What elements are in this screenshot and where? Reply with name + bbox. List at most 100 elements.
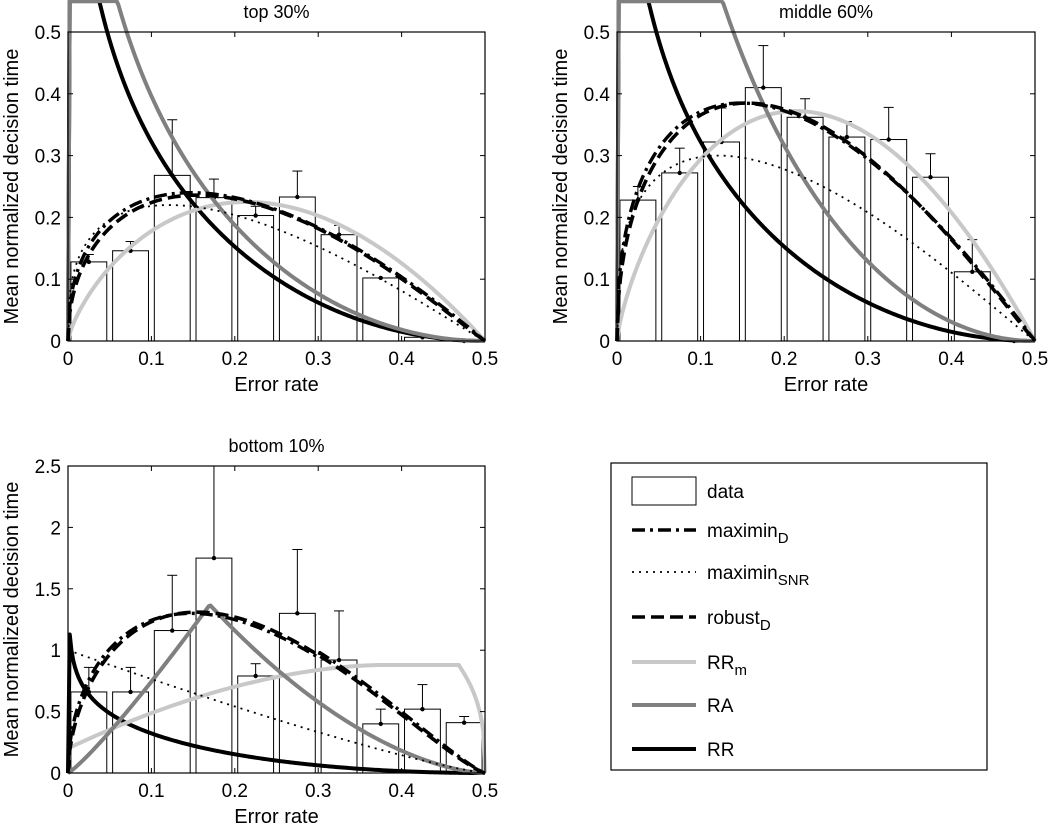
y-tick-label: 0 bbox=[50, 332, 61, 353]
y-tick-label: 1.5 bbox=[35, 580, 61, 601]
data-bar bbox=[703, 141, 740, 342]
x-tick-label: 0.1 bbox=[138, 781, 164, 802]
data-bar bbox=[786, 116, 824, 342]
data-bar bbox=[70, 261, 108, 342]
legend-label: RR bbox=[707, 740, 734, 761]
curve-rr bbox=[615, 0, 1036, 343]
x-tick-label: 0.2 bbox=[222, 349, 248, 370]
legend-label: robustD bbox=[707, 608, 771, 634]
data-point bbox=[420, 706, 425, 712]
chart-panel-2: 0 0.1 0.2 0.3 0.4 0.5 0 0.1 0.2 0.3 0.4 0.5 middle 6… bbox=[550, 0, 1048, 396]
data-point bbox=[928, 175, 933, 180]
data-point bbox=[211, 555, 217, 561]
legend-label: maximinD bbox=[707, 521, 789, 547]
legend-label: RA bbox=[707, 696, 734, 717]
data-point bbox=[295, 194, 300, 200]
x-tick-label: 0 bbox=[63, 781, 74, 802]
y-axis-label: Mean normalized decision time bbox=[1, 49, 23, 325]
data-point bbox=[253, 213, 258, 218]
axes-frame bbox=[616, 31, 1036, 342]
curve-ra bbox=[615, 0, 1036, 343]
curve-robust-d bbox=[615, 101, 1037, 343]
data-point bbox=[86, 259, 92, 265]
chart-title: top 30% bbox=[243, 2, 309, 22]
data-bar bbox=[195, 557, 233, 774]
data-point bbox=[886, 137, 891, 142]
y-tick-label: 2 bbox=[50, 518, 61, 539]
legend: data maximinD maximinSNR robustD RRm RA RR bbox=[610, 462, 988, 771]
x-tick-label: 0.4 bbox=[388, 781, 415, 802]
x-tick-label: 0.1 bbox=[687, 349, 713, 370]
chart-panel-3: 0 0.1 0.2 0.3 0.4 0.5 0 0.5 1 1.5 2 2.5 bottom 10% Er… bbox=[1, 436, 498, 827]
curve-ra bbox=[66, 603, 486, 775]
axes-frame bbox=[67, 465, 486, 774]
x-tick-label: 0.3 bbox=[855, 349, 881, 370]
curve-ra bbox=[66, 0, 486, 343]
chart-title: bottom 10% bbox=[228, 436, 324, 456]
data-point bbox=[295, 611, 300, 616]
y-tick-label: 0.5 bbox=[584, 23, 610, 44]
curve-robust-d bbox=[66, 610, 486, 775]
x-tick-label: 0 bbox=[63, 349, 74, 370]
x-tick-label: 0.5 bbox=[472, 781, 498, 802]
x-tick-label: 0.3 bbox=[305, 349, 331, 370]
data-point bbox=[378, 721, 383, 727]
y-axis-label: Mean normalized decision time bbox=[1, 482, 23, 758]
data-bar bbox=[320, 234, 358, 342]
x-axis-label: Error rate bbox=[234, 806, 318, 827]
curve-rr-m bbox=[615, 109, 1037, 342]
x-tick-label: 0.2 bbox=[222, 781, 248, 802]
y-tick-label: 0.1 bbox=[584, 270, 610, 291]
data-bar bbox=[619, 199, 657, 342]
y-tick-label: 0.1 bbox=[35, 270, 61, 291]
chart-title: middle 60% bbox=[779, 2, 873, 22]
y-tick-label: 0.4 bbox=[35, 85, 62, 106]
y-tick-label: 0.2 bbox=[35, 208, 61, 229]
data-bar bbox=[112, 250, 149, 342]
y-tick-label: 1 bbox=[50, 641, 61, 662]
x-tick-label: 0.3 bbox=[305, 781, 331, 802]
curve-maximin-snr bbox=[67, 204, 486, 342]
x-tick-label: 0.4 bbox=[388, 349, 415, 370]
x-tick-label: 0.2 bbox=[771, 349, 797, 370]
x-tick-label: 0.5 bbox=[1022, 349, 1048, 370]
data-point bbox=[336, 657, 342, 663]
x-axis-label: Error rate bbox=[234, 374, 318, 396]
curve-maximin-d bbox=[615, 101, 1037, 343]
x-tick-label: 0.4 bbox=[938, 349, 965, 370]
y-tick-label: 0 bbox=[599, 332, 610, 353]
legend-swatch-data bbox=[631, 476, 697, 506]
x-tick-label: 0 bbox=[612, 349, 623, 370]
legend-label: maximinSNR bbox=[707, 563, 810, 589]
data-point bbox=[128, 689, 133, 695]
data-point bbox=[970, 269, 975, 274]
data-bar bbox=[661, 172, 699, 342]
y-tick-label: 0.5 bbox=[35, 703, 61, 724]
data-point bbox=[253, 673, 258, 679]
legend-label: RRm bbox=[707, 653, 747, 679]
y-tick-label: 0.3 bbox=[584, 147, 610, 168]
y-tick-label: 2.5 bbox=[35, 457, 61, 478]
data-bar bbox=[195, 197, 233, 342]
curve-maximin-snr bbox=[67, 649, 486, 774]
data-point bbox=[677, 170, 682, 176]
curve-maximin-d bbox=[66, 190, 487, 343]
legend-label: data bbox=[707, 482, 744, 503]
data-point bbox=[844, 134, 850, 140]
x-axis-label: Error rate bbox=[784, 374, 868, 396]
axes-frame bbox=[67, 31, 486, 342]
data-point bbox=[336, 232, 342, 237]
data-bar bbox=[445, 722, 483, 774]
y-tick-label: 0.3 bbox=[35, 147, 61, 168]
curve-rr-m bbox=[66, 199, 487, 343]
curve-robust-d bbox=[66, 193, 487, 343]
chart-panel-1: 0 0.1 0.2 0.3 0.4 0.5 0 0.1 0.2 0.3 0.4 0.5 top 30% E… bbox=[1, 0, 498, 396]
data-bar bbox=[112, 691, 149, 774]
curve-rr-m bbox=[67, 662, 487, 774]
x-tick-label: 0.1 bbox=[138, 349, 164, 370]
y-tick-label: 0 bbox=[50, 764, 61, 785]
x-tick-label: 0.5 bbox=[472, 349, 498, 370]
curve-rr bbox=[66, 632, 486, 775]
data-point bbox=[761, 85, 766, 90]
